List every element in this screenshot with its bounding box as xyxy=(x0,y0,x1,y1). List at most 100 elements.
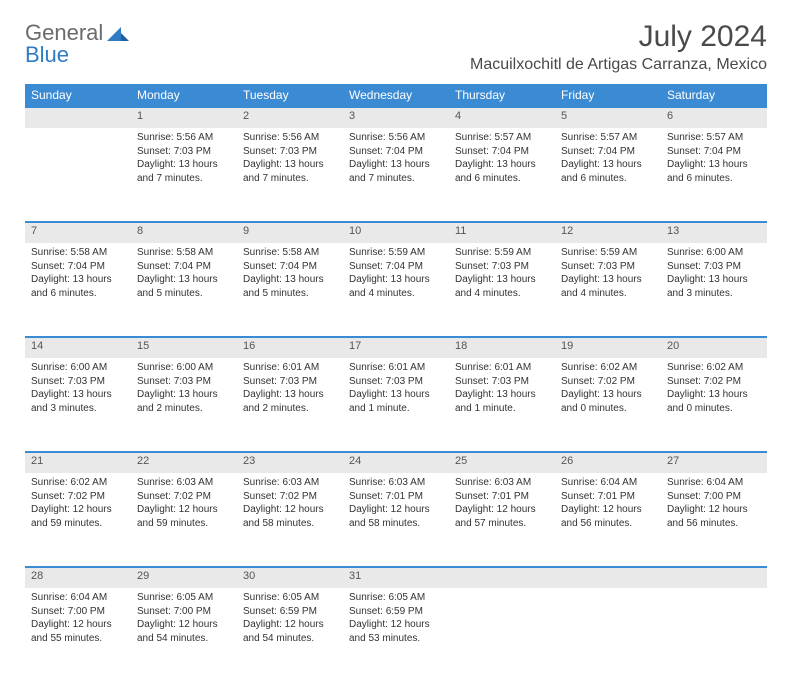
daylight-line: Daylight: 13 hours and 5 minutes. xyxy=(243,273,337,300)
content-row: Sunrise: 5:58 AMSunset: 7:04 PMDaylight:… xyxy=(25,243,767,337)
day-number-cell: 23 xyxy=(237,452,343,473)
daynum-row: 78910111213 xyxy=(25,222,767,243)
day-number-cell: 31 xyxy=(343,567,449,588)
sunset-line: Sunset: 7:04 PM xyxy=(349,260,443,274)
location: Macuilxochitl de Artigas Carranza, Mexic… xyxy=(470,56,767,74)
sunrise-line: Sunrise: 6:03 AM xyxy=(137,476,231,490)
daylight-line: Daylight: 13 hours and 4 minutes. xyxy=(349,273,443,300)
daylight-line: Daylight: 13 hours and 3 minutes. xyxy=(667,273,761,300)
day-content-cell: Sunrise: 6:02 AMSunset: 7:02 PMDaylight:… xyxy=(555,358,661,452)
daylight-line: Daylight: 12 hours and 59 minutes. xyxy=(31,503,125,530)
sunset-line: Sunset: 7:04 PM xyxy=(243,260,337,274)
sunrise-line: Sunrise: 6:05 AM xyxy=(243,591,337,605)
day-number-cell: 8 xyxy=(131,222,237,243)
sunset-line: Sunset: 7:03 PM xyxy=(561,260,655,274)
sunrise-line: Sunrise: 6:00 AM xyxy=(31,361,125,375)
day-content-cell: Sunrise: 6:00 AMSunset: 7:03 PMDaylight:… xyxy=(25,358,131,452)
day-content-cell: Sunrise: 6:00 AMSunset: 7:03 PMDaylight:… xyxy=(131,358,237,452)
sunset-line: Sunset: 7:03 PM xyxy=(667,260,761,274)
sunset-line: Sunset: 7:04 PM xyxy=(349,145,443,159)
day-number-cell: 24 xyxy=(343,452,449,473)
sunrise-line: Sunrise: 6:03 AM xyxy=(243,476,337,490)
day-content-cell: Sunrise: 6:03 AMSunset: 7:02 PMDaylight:… xyxy=(237,473,343,567)
daylight-line: Daylight: 13 hours and 7 minutes. xyxy=(243,158,337,185)
day-content-cell: Sunrise: 6:03 AMSunset: 7:01 PMDaylight:… xyxy=(449,473,555,567)
sunset-line: Sunset: 7:04 PM xyxy=(455,145,549,159)
day-number-cell: 30 xyxy=(237,567,343,588)
sunrise-line: Sunrise: 6:05 AM xyxy=(137,591,231,605)
day-content-cell: Sunrise: 5:56 AMSunset: 7:03 PMDaylight:… xyxy=(131,128,237,222)
daylight-line: Daylight: 13 hours and 2 minutes. xyxy=(137,388,231,415)
day-content-cell: Sunrise: 6:04 AMSunset: 7:00 PMDaylight:… xyxy=(25,588,131,681)
daylight-line: Daylight: 13 hours and 6 minutes. xyxy=(455,158,549,185)
day-number-cell: 4 xyxy=(449,107,555,128)
weekday-header: Sunday xyxy=(25,84,131,107)
day-content-cell: Sunrise: 6:01 AMSunset: 7:03 PMDaylight:… xyxy=(237,358,343,452)
daynum-row: 21222324252627 xyxy=(25,452,767,473)
day-number-cell: 10 xyxy=(343,222,449,243)
day-content-cell: Sunrise: 6:05 AMSunset: 6:59 PMDaylight:… xyxy=(237,588,343,681)
daylight-line: Daylight: 13 hours and 7 minutes. xyxy=(137,158,231,185)
day-number-cell: 16 xyxy=(237,337,343,358)
sunrise-line: Sunrise: 5:56 AM xyxy=(243,131,337,145)
daylight-line: Daylight: 12 hours and 54 minutes. xyxy=(243,618,337,645)
daylight-line: Daylight: 13 hours and 6 minutes. xyxy=(667,158,761,185)
day-number-cell: 26 xyxy=(555,452,661,473)
day-content-cell: Sunrise: 5:56 AMSunset: 7:04 PMDaylight:… xyxy=(343,128,449,222)
day-content-cell: Sunrise: 5:58 AMSunset: 7:04 PMDaylight:… xyxy=(237,243,343,337)
daylight-line: Daylight: 12 hours and 56 minutes. xyxy=(561,503,655,530)
sunset-line: Sunset: 6:59 PM xyxy=(243,605,337,619)
weekday-header-row: Sunday Monday Tuesday Wednesday Thursday… xyxy=(25,84,767,107)
day-content-cell xyxy=(449,588,555,681)
sunset-line: Sunset: 7:00 PM xyxy=(31,605,125,619)
day-content-cell: Sunrise: 5:58 AMSunset: 7:04 PMDaylight:… xyxy=(131,243,237,337)
daylight-line: Daylight: 12 hours and 59 minutes. xyxy=(137,503,231,530)
day-content-cell: Sunrise: 6:04 AMSunset: 7:00 PMDaylight:… xyxy=(661,473,767,567)
day-content-cell: Sunrise: 6:00 AMSunset: 7:03 PMDaylight:… xyxy=(661,243,767,337)
daynum-row: 14151617181920 xyxy=(25,337,767,358)
weekday-header: Friday xyxy=(555,84,661,107)
sunrise-line: Sunrise: 5:56 AM xyxy=(349,131,443,145)
sunset-line: Sunset: 7:03 PM xyxy=(31,375,125,389)
sunrise-line: Sunrise: 5:58 AM xyxy=(31,246,125,260)
sunset-line: Sunset: 7:04 PM xyxy=(561,145,655,159)
day-number-cell: 9 xyxy=(237,222,343,243)
sunrise-line: Sunrise: 6:05 AM xyxy=(349,591,443,605)
sunset-line: Sunset: 7:00 PM xyxy=(667,490,761,504)
day-number-cell xyxy=(555,567,661,588)
month-title: July 2024 xyxy=(470,20,767,54)
sunrise-line: Sunrise: 6:00 AM xyxy=(137,361,231,375)
sunset-line: Sunset: 7:01 PM xyxy=(561,490,655,504)
daylight-line: Daylight: 12 hours and 54 minutes. xyxy=(137,618,231,645)
sunset-line: Sunset: 7:03 PM xyxy=(243,145,337,159)
day-content-cell: Sunrise: 5:57 AMSunset: 7:04 PMDaylight:… xyxy=(449,128,555,222)
daylight-line: Daylight: 13 hours and 3 minutes. xyxy=(31,388,125,415)
day-content-cell xyxy=(661,588,767,681)
day-number-cell: 6 xyxy=(661,107,767,128)
sunrise-line: Sunrise: 6:00 AM xyxy=(667,246,761,260)
daylight-line: Daylight: 13 hours and 5 minutes. xyxy=(137,273,231,300)
sunrise-line: Sunrise: 6:04 AM xyxy=(31,591,125,605)
weekday-header: Wednesday xyxy=(343,84,449,107)
day-number-cell: 13 xyxy=(661,222,767,243)
day-number-cell: 5 xyxy=(555,107,661,128)
sunrise-line: Sunrise: 6:01 AM xyxy=(455,361,549,375)
sunset-line: Sunset: 7:02 PM xyxy=(243,490,337,504)
sunset-line: Sunset: 7:04 PM xyxy=(31,260,125,274)
sunset-line: Sunset: 7:04 PM xyxy=(667,145,761,159)
day-content-cell: Sunrise: 5:58 AMSunset: 7:04 PMDaylight:… xyxy=(25,243,131,337)
daylight-line: Daylight: 13 hours and 1 minute. xyxy=(455,388,549,415)
sunrise-line: Sunrise: 6:02 AM xyxy=(561,361,655,375)
content-row: Sunrise: 6:02 AMSunset: 7:02 PMDaylight:… xyxy=(25,473,767,567)
weekday-header: Tuesday xyxy=(237,84,343,107)
daylight-line: Daylight: 13 hours and 0 minutes. xyxy=(667,388,761,415)
sunrise-line: Sunrise: 5:58 AM xyxy=(243,246,337,260)
day-content-cell: Sunrise: 5:59 AMSunset: 7:04 PMDaylight:… xyxy=(343,243,449,337)
day-number-cell: 15 xyxy=(131,337,237,358)
sunset-line: Sunset: 7:01 PM xyxy=(455,490,549,504)
day-content-cell: Sunrise: 5:59 AMSunset: 7:03 PMDaylight:… xyxy=(555,243,661,337)
day-content-cell: Sunrise: 6:01 AMSunset: 7:03 PMDaylight:… xyxy=(449,358,555,452)
daylight-line: Daylight: 13 hours and 2 minutes. xyxy=(243,388,337,415)
triangle-icon xyxy=(107,25,129,41)
sunrise-line: Sunrise: 5:58 AM xyxy=(137,246,231,260)
